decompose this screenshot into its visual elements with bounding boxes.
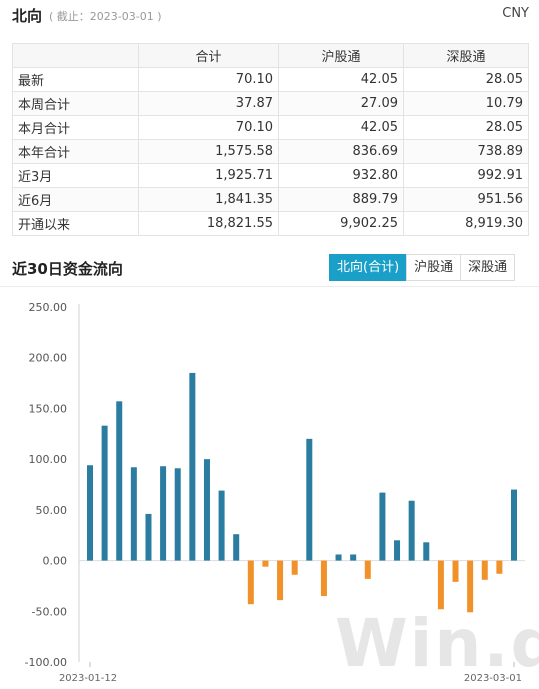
currency-label: CNY [502, 6, 529, 21]
cell-shenzhen: 992.91 [403, 163, 529, 188]
bar [452, 560, 459, 582]
table-row: 开通以来 18,821.55 9,902.25 8,919.30 [12, 211, 529, 236]
cell-shenzhen: 951.56 [403, 187, 529, 212]
y-tick-label: 50.00 [36, 504, 68, 517]
bar [467, 560, 474, 613]
bar [233, 534, 240, 561]
cell-total: 1,841.35 [137, 187, 280, 212]
table-row: 近6月 1,841.35 889.79 951.56 [12, 187, 529, 212]
bar [408, 500, 415, 561]
row-label: 开通以来 [12, 211, 139, 236]
tab-shanghai-connect[interactable]: 沪股通 [406, 254, 462, 281]
bar [437, 560, 444, 610]
bar [145, 513, 152, 561]
x-tick-label: 2023-03-01 [464, 673, 522, 684]
section-title: 近30日资金流向 [12, 260, 123, 278]
as-of-date: ( 截止：2023-03-01 ) [49, 10, 162, 23]
cell-shenzhen: 738.89 [403, 139, 529, 164]
bar [87, 465, 93, 561]
bar [277, 560, 284, 601]
bar [306, 438, 313, 561]
page-title: 北向 [12, 7, 43, 25]
y-tick-label: -50.00 [32, 605, 67, 618]
bar [291, 560, 298, 575]
bar [379, 492, 386, 561]
cell-shanghai: 9,902.25 [278, 211, 404, 236]
cell-total: 18,821.55 [137, 211, 280, 236]
bar [262, 560, 269, 567]
table-row: 本周合计 37.87 27.09 10.79 [12, 91, 529, 116]
y-tick-label: 150.00 [29, 402, 68, 415]
row-label: 本年合计 [12, 139, 139, 164]
bar [423, 542, 430, 561]
bar [101, 425, 108, 561]
divider [0, 286, 539, 287]
tab-northbound-total[interactable]: 北向(合计) [329, 254, 408, 281]
bar [335, 554, 342, 561]
flow-bar-chart: 250.00 200.00 150.00 100.00 50.00 0.00 -50.00 -… [25, 301, 525, 684]
row-label: 近6月 [12, 187, 139, 212]
row-label: 本月合计 [12, 115, 139, 140]
bar [203, 459, 210, 561]
bar [218, 490, 225, 561]
bar [364, 560, 371, 579]
bar [116, 401, 123, 561]
row-label: 本周合计 [12, 91, 139, 116]
summary-table: 合计 沪股通 深股通 最新 70.10 42.05 28.05 本周合计 37.… [12, 43, 529, 236]
chart-tabs: 北向(合计) 沪股通 深股通 [329, 254, 516, 281]
bar [481, 560, 488, 580]
row-label: 最新 [12, 67, 139, 92]
cell-shanghai: 42.05 [278, 67, 404, 92]
cell-shanghai: 42.05 [278, 115, 404, 140]
cell-total: 37.87 [137, 91, 280, 116]
bar [496, 560, 503, 574]
cell-shenzhen: 8,919.30 [403, 211, 529, 236]
cell-shenzhen: 28.05 [403, 115, 529, 140]
column-header [12, 43, 139, 68]
cell-shanghai: 836.69 [278, 139, 404, 164]
table-row: 近3月 1,925.71 932.80 992.91 [12, 163, 529, 188]
watermark-logo: Win.d [335, 605, 539, 682]
bar [511, 489, 517, 561]
bar [174, 468, 181, 561]
y-tick-label: 200.00 [29, 352, 68, 365]
cell-shenzhen: 10.79 [403, 91, 529, 116]
column-header-total: 合计 [137, 43, 280, 68]
cell-shanghai: 27.09 [278, 91, 404, 116]
table-row: 本年合计 1,575.58 836.69 738.89 [12, 139, 529, 164]
column-header-shenzhen: 深股通 [403, 43, 529, 68]
cell-total: 70.10 [137, 115, 280, 140]
cell-shanghai: 932.80 [278, 163, 404, 188]
row-label: 近3月 [12, 163, 139, 188]
y-tick-label: 100.00 [29, 453, 68, 466]
table-row: 本月合计 70.10 42.05 28.05 [12, 115, 529, 140]
bar [350, 554, 357, 561]
column-header-shanghai: 沪股通 [278, 43, 404, 68]
cell-shanghai: 889.79 [278, 187, 404, 212]
cell-shenzhen: 28.05 [403, 67, 529, 92]
x-tick-label: 2023-01-12 [59, 673, 117, 684]
header: 北向 ( 截止：2023-03-01 ) CNY [0, 0, 539, 30]
bar [394, 540, 401, 561]
y-tick-label: 250.00 [29, 301, 68, 314]
bar [320, 560, 327, 597]
bar [247, 560, 254, 605]
bar [189, 372, 196, 561]
cell-total: 70.10 [137, 67, 280, 92]
tab-shenzhen-connect[interactable]: 深股通 [460, 254, 516, 281]
bar [160, 466, 167, 561]
table-header-row: 合计 沪股通 深股通 [12, 43, 529, 68]
table-row: 最新 70.10 42.05 28.05 [12, 67, 529, 92]
y-tick-label: 0.00 [43, 555, 68, 568]
y-tick-label: -100.00 [25, 656, 67, 669]
bar [130, 467, 137, 561]
cell-total: 1,575.58 [137, 139, 280, 164]
cell-total: 1,925.71 [137, 163, 280, 188]
